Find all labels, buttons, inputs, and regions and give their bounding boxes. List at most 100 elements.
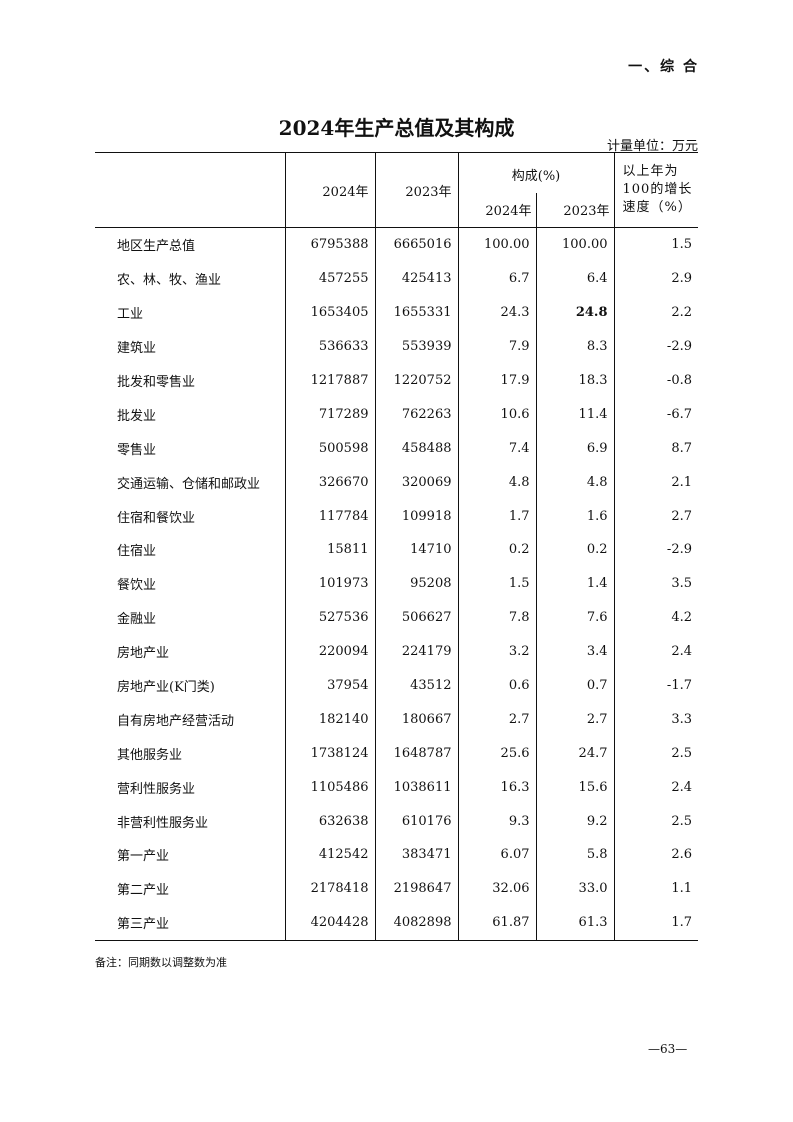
row-label: 批发业 [117, 408, 157, 424]
row-label: 建筑业 [117, 341, 157, 357]
share-2023: 1.6 [535, 499, 614, 534]
growth-rate: 2.1 [613, 465, 698, 500]
value-2024: 457255 [284, 261, 375, 296]
share-2024: 1.7 [457, 499, 536, 534]
share-2023: 100.00 [535, 227, 614, 262]
share-2024: 61.87 [457, 905, 536, 941]
growth-rate: 2.4 [613, 634, 698, 669]
row-label: 餐饮业 [117, 578, 157, 594]
value-2023: 425413 [374, 261, 458, 296]
growth-rate: 2.7 [613, 499, 698, 534]
row-label: 营利性服务业 [117, 781, 196, 797]
row-label: 第二产业 [117, 883, 170, 899]
share-2023: 6.4 [535, 261, 614, 296]
row-label: 农、林、牧、渔业 [117, 273, 222, 289]
value-2023: 224179 [374, 634, 458, 669]
share-2023: 2.7 [535, 702, 614, 737]
value-2024: 220094 [284, 634, 375, 669]
value-2024: 412542 [284, 838, 375, 872]
growth-rate: 1.5 [613, 227, 698, 262]
share-2023: 15.6 [535, 770, 614, 805]
table-row: 自有房地产经营活动 182140 180667 2.7 2.7 3.3 [95, 702, 698, 737]
composition-label: 构成(%) [511, 169, 561, 184]
growth-rate: 3.3 [613, 702, 698, 737]
share-2023: 4.8 [535, 465, 614, 500]
growth-rate: -0.8 [613, 363, 698, 398]
row-label: 零售业 [117, 442, 157, 458]
share-2023: 24.8 [535, 295, 614, 330]
share-2023: 18.3 [535, 363, 614, 398]
share-2024: 10.6 [457, 397, 536, 432]
table-row: 建筑业 536633 553939 7.9 8.3 -2.9 [95, 329, 698, 364]
growth-rate: 2.5 [613, 804, 698, 839]
table-row: 第二产业 2178418 2198647 32.06 33.0 1.1 [95, 871, 698, 906]
row-label: 自有房地产经营活动 [117, 713, 235, 729]
value-2023: 4082898 [374, 905, 458, 941]
value-2023: 553939 [374, 329, 458, 364]
share-2024: 17.9 [457, 363, 536, 398]
table-title: 2024年生产总值及其构成 [278, 116, 515, 140]
value-2024: 117784 [284, 499, 375, 534]
row-label: 房地产业(K门类) [117, 680, 215, 696]
value-2023: 180667 [374, 702, 458, 737]
share-2024: 100.00 [457, 227, 536, 262]
growth-rate: 3.5 [613, 566, 698, 601]
value-2024: 2178418 [284, 871, 375, 906]
row-label: 住宿业 [117, 544, 157, 560]
row-label: 非营利性服务业 [117, 815, 209, 831]
value-2024: 527536 [284, 600, 375, 635]
value-2024: 15811 [284, 533, 375, 567]
table-row: 住宿和餐饮业 117784 109918 1.7 1.6 2.7 [95, 499, 698, 534]
gdp-table: 2024年 2023年 构成(%) 2024年 2023年 以上年为 100的增… [95, 152, 698, 941]
row-label: 第一产业 [117, 849, 170, 865]
share-2024: 6.7 [457, 261, 536, 296]
growth-rate: 2.4 [613, 770, 698, 805]
table-row: 餐饮业 101973 95208 1.5 1.4 3.5 [95, 566, 698, 601]
value-2023: 610176 [374, 804, 458, 839]
share-2023: 61.3 [535, 905, 614, 941]
row-label: 批发和零售业 [117, 375, 196, 390]
table-row: 营利性服务业 1105486 1038611 16.3 15.6 2.4 [95, 770, 698, 805]
value-2023: 320069 [374, 465, 458, 500]
share-2024: 25.6 [457, 736, 536, 771]
growth-rate: 2.2 [613, 295, 698, 330]
growth-rate: -2.9 [613, 329, 698, 364]
growth-rate: 1.1 [613, 871, 698, 906]
growth-rate: -1.7 [613, 668, 698, 703]
table-row: 房地产业(K门类) 37954 43512 0.6 0.7 -1.7 [95, 668, 698, 703]
share-2024: 7.4 [457, 431, 536, 466]
table-row: 房地产业 220094 224179 3.2 3.4 2.4 [95, 634, 698, 669]
value-2023: 43512 [374, 668, 458, 703]
share-2023: 3.4 [535, 634, 614, 669]
table-row: 农、林、牧、渔业 457255 425413 6.7 6.4 2.9 [95, 261, 698, 296]
table-row: 第一产业 412542 383471 6.07 5.8 2.6 [95, 838, 698, 872]
row-label: 住宿和餐饮业 [117, 510, 196, 526]
value-2023: 95208 [374, 566, 458, 601]
row-label: 第三产业 [117, 917, 170, 933]
growth-rate: 2.5 [613, 736, 698, 771]
value-2023: 2198647 [374, 871, 458, 906]
growth-rate: -2.9 [613, 533, 698, 567]
growth-rate: -6.7 [613, 397, 698, 432]
share-2023: 11.4 [535, 397, 614, 432]
header-2024-label: 2024年 [322, 184, 369, 200]
share-2024: 7.9 [457, 329, 536, 364]
row-label: 工业 [117, 307, 144, 323]
value-2024: 500598 [284, 431, 375, 466]
share-2024: 4.8 [457, 465, 536, 500]
share-2023: 7.6 [535, 600, 614, 635]
value-2024: 182140 [284, 702, 375, 737]
table-row: 交通运输、仓储和邮政业 326670 320069 4.8 4.8 2.1 [95, 465, 698, 500]
value-2024: 101973 [284, 566, 375, 601]
growth-rate: 2.9 [613, 261, 698, 296]
share-2024: 16.3 [457, 770, 536, 805]
share-2023: 5.8 [535, 838, 614, 872]
table-row: 地区生产总值 6795388 6665016 100.00 100.00 1.5 [95, 227, 698, 262]
page-number: —63— [648, 1042, 688, 1056]
value-2023: 506627 [374, 600, 458, 635]
growth-rate: 1.7 [613, 905, 698, 941]
share-2024: 24.3 [457, 295, 536, 330]
value-2024: 1105486 [284, 770, 375, 805]
row-label: 其他服务业 [117, 747, 183, 763]
value-2023: 762263 [374, 397, 458, 432]
